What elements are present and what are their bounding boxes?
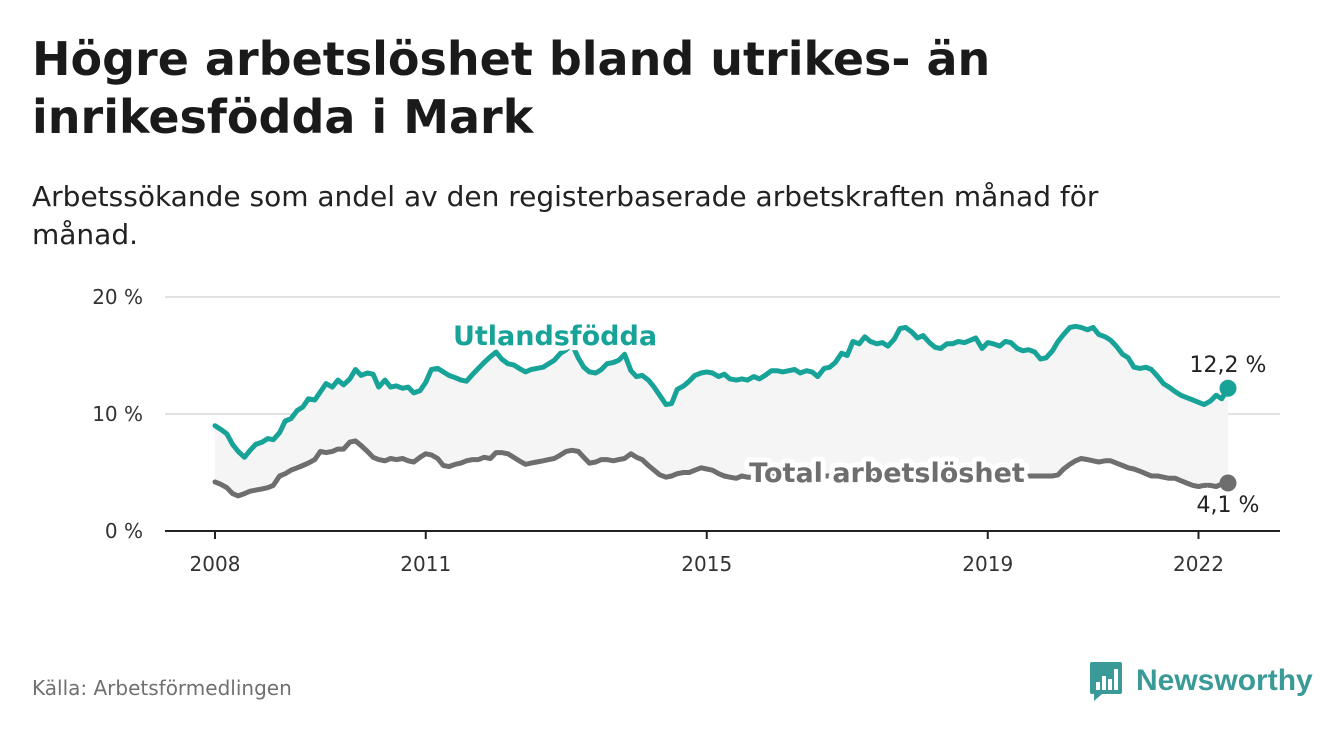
x-tick-label: 2011: [400, 552, 451, 576]
x-tick-label: 2015: [681, 552, 732, 576]
x-tick-label: 2022: [1173, 552, 1224, 576]
series-line-0: [212, 323, 1231, 460]
y-tick-label: 10 %: [92, 402, 143, 426]
axes: 0 % 10 % 20 % 2008 2011 2015 2019 2022: [92, 285, 1280, 576]
line-chart: 0 % 10 % 20 % 2008 2011 2015 2019 2022 Utlandsf…: [92, 285, 1280, 576]
gap-area: [215, 326, 1228, 496]
bar-chart-icon: [1090, 662, 1122, 701]
source-note: Källa: Arbetsförmedlingen: [32, 676, 292, 700]
labels: Utlandsfödda Total arbetslöshet 12,2 % 4,1 …: [448, 316, 1270, 521]
series-end-point-0: [1219, 379, 1237, 397]
logo-text: Newsworthy: [1136, 664, 1313, 697]
y-tick-label: 0 %: [105, 519, 143, 543]
series-end-point-1: [1219, 474, 1237, 492]
x-tick-label: 2008: [190, 552, 241, 576]
series-label-total: Total arbetslöshet: [749, 458, 1025, 489]
series-line-1: [212, 438, 1231, 499]
chart-subtitle: Arbetssökande som andel av den registerb…: [32, 180, 1099, 251]
end-label-foreign: 12,2 %: [1190, 353, 1267, 378]
x-tick-label: 2019: [962, 552, 1013, 576]
chart-title: Högre arbetslöshet bland utrikes- än inr…: [32, 32, 991, 144]
newsworthy-logo[interactable]: Newsworthy: [1088, 660, 1313, 702]
gap-band: [215, 326, 1228, 496]
y-tick-label: 20 %: [92, 285, 143, 309]
series-label-foreign: Utlandsfödda: [453, 321, 657, 352]
series-lines: [212, 323, 1237, 499]
end-label-total: 4,1 %: [1197, 493, 1260, 518]
